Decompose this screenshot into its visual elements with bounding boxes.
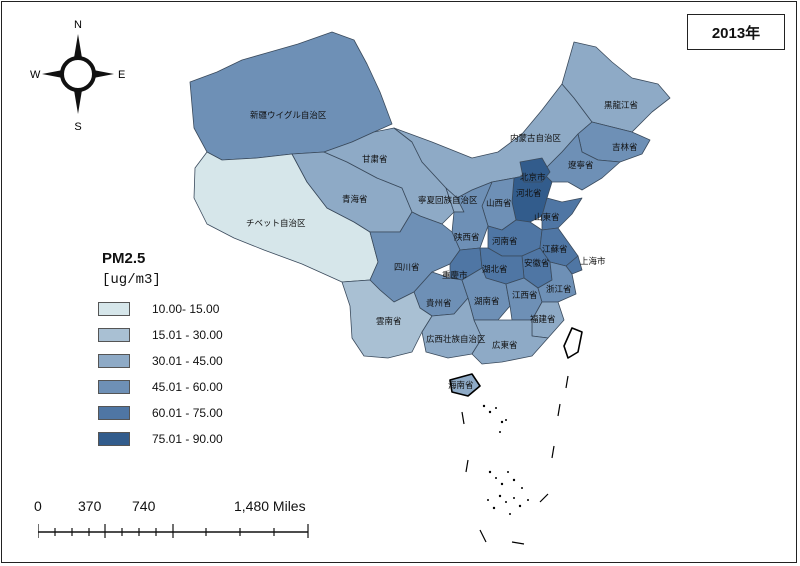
legend-label: 45.01 - 60.00 (152, 380, 223, 394)
year-label: 2013年 (711, 24, 761, 42)
label-guangxi: 広西壮族自治区 (426, 334, 486, 345)
scale-bar: 0 370 740 1,480 Miles (34, 498, 328, 548)
legend-row: 10.00- 15.00 (98, 300, 219, 318)
region-beijing (519, 157, 551, 183)
legend-label: 30.01 - 45.00 (152, 354, 223, 368)
label-gansu: 甘粛省 (362, 154, 388, 165)
legend-row: 30.01 - 45.00 (98, 352, 223, 370)
legend-swatch (98, 354, 130, 368)
label-henan: 河南省 (492, 236, 518, 247)
label-beijing: 北京市 (520, 172, 546, 183)
compass-rose-icon: N S E W (30, 19, 125, 133)
compass-e: E (118, 69, 125, 81)
legend-swatch (98, 406, 130, 420)
legend-swatch (98, 302, 130, 316)
label-tibet: チベット自治区 (246, 218, 306, 229)
label-hebei: 河北省 (516, 188, 542, 199)
scale-label-1480: 1,480 Miles (234, 498, 306, 514)
legend-label: 60.01 - 75.00 (152, 406, 223, 420)
legend-row: 75.01 - 90.00 (98, 430, 223, 448)
label-sichuan: 四川省 (394, 262, 420, 273)
label-shandong: 山東省 (534, 212, 560, 223)
label-heilongjiang: 黒龍江省 (604, 100, 639, 111)
label-chongqing: 重慶市 (442, 270, 468, 281)
legend-unit: [ug/m3] (102, 272, 161, 288)
label-neimenggu: 内蒙古自治区 (510, 133, 562, 144)
south-sea-islands (461, 375, 569, 545)
label-jiangxi: 江西省 (512, 290, 538, 301)
label-qinghai: 青海省 (342, 194, 368, 205)
label-jiangsu: 江蘇省 (542, 244, 568, 255)
label-shanxi: 山西省 (486, 198, 512, 209)
scale-bar-graphic (38, 524, 309, 538)
legend: PM2.5 [ug/m3] 10.00- 15.00 15.01 - 30.00… (98, 250, 298, 450)
island-dots (482, 404, 529, 515)
label-zhejiang: 浙江省 (546, 284, 572, 295)
legend-swatch (98, 380, 130, 394)
label-jilin: 吉林省 (612, 142, 638, 153)
compass-n: N (74, 19, 82, 31)
label-xinjiang: 新疆ウイグル自治区 (250, 110, 327, 121)
compass-w: W (30, 69, 41, 81)
legend-swatch (98, 328, 130, 342)
scale-label-370: 370 (78, 498, 102, 514)
legend-title: PM2.5 (102, 250, 146, 267)
scale-label-0: 0 (34, 498, 42, 514)
label-guangdong: 広東省 (492, 340, 518, 351)
legend-swatch (98, 432, 130, 446)
legend-row: 15.01 - 30.00 (98, 326, 223, 344)
legend-row: 60.01 - 75.00 (98, 404, 223, 422)
label-liaoning: 遼寧省 (568, 160, 594, 171)
label-fujian: 福建省 (530, 314, 556, 325)
label-yunnan: 雲南省 (376, 316, 402, 327)
region-hainan (449, 373, 481, 397)
legend-label: 75.01 - 90.00 (152, 432, 223, 446)
label-ningxia: 寧夏回族自治区 (418, 195, 478, 206)
label-shaanxi: 陕西省 (454, 232, 480, 243)
legend-label: 10.00- 15.00 (152, 302, 220, 316)
scale-label-740: 740 (132, 498, 156, 514)
label-anhui: 安徽省 (524, 258, 550, 269)
label-guizhou: 貴州省 (426, 298, 452, 309)
label-shanghai: 上海市 (580, 256, 606, 267)
compass-s: S (74, 121, 81, 133)
label-hubei: 湖北省 (482, 264, 508, 275)
region-guangdong (471, 319, 549, 365)
legend-row: 45.01 - 60.00 (98, 378, 223, 396)
legend-label: 15.01 - 30.00 (152, 328, 223, 342)
label-hainan: 海南省 (448, 380, 474, 391)
label-hunan: 湖南省 (474, 296, 500, 307)
year-label-box: 2013年 (687, 14, 785, 50)
taiwan-outline (563, 327, 583, 359)
